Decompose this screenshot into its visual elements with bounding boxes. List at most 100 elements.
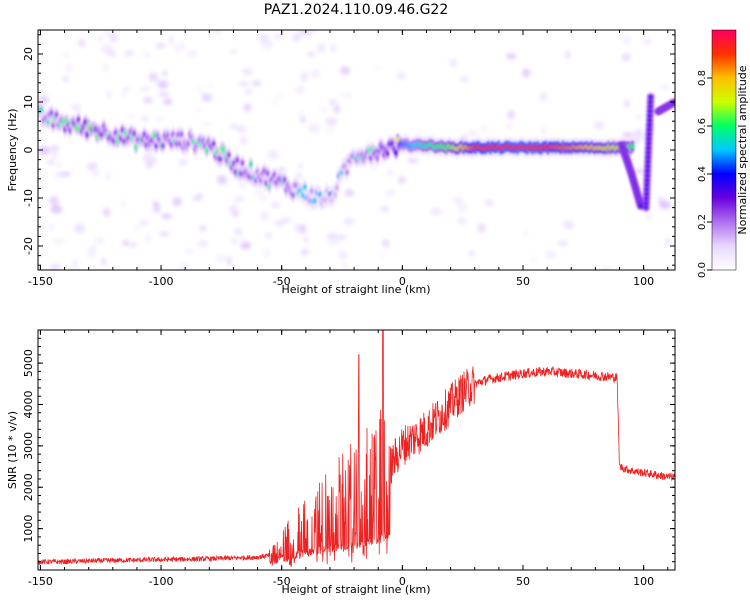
ridge-core (345, 169, 350, 176)
speckle-blob (239, 81, 249, 87)
snr-xtick-label: -50 (273, 575, 291, 588)
speckle-blob (544, 250, 557, 260)
speckle-blob (197, 240, 209, 248)
snr-series-line (38, 330, 675, 568)
spectrogram-ytick-label: 0 (22, 147, 35, 154)
speckle-blob (300, 248, 309, 256)
speckle-blob (185, 248, 196, 255)
speckle-blob (54, 172, 60, 179)
speckle-blob (240, 135, 247, 146)
speckle-blob (531, 255, 536, 264)
speckle-blob (299, 223, 306, 234)
speckle-blob (163, 98, 173, 106)
speckle-blob (373, 66, 383, 71)
ridge-core (291, 192, 296, 199)
speckle-blob (50, 150, 59, 159)
speckle-blob (467, 129, 478, 137)
speckle-blob (459, 75, 470, 83)
speckle-blob (38, 146, 50, 155)
speckle-blob (138, 219, 150, 226)
colorbar-tick-label: 0.0 (697, 262, 708, 278)
speckle-blob (379, 254, 385, 259)
speckle-blob (643, 37, 651, 46)
speckle-blob (273, 220, 285, 226)
speckle-blob (336, 92, 342, 97)
speckle-blob (62, 52, 71, 59)
speckle-blob (70, 104, 75, 110)
speckle-blob (178, 163, 184, 169)
speckle-blob (94, 236, 105, 245)
speckle-blob (306, 51, 316, 57)
snr-xtick-label: 50 (516, 575, 530, 588)
speckle-blob (254, 186, 266, 196)
speckle-blob (195, 107, 202, 113)
snr-ytick-label: 2000 (22, 473, 35, 501)
speckle-blob (449, 57, 458, 68)
speckle-blob (558, 240, 568, 247)
speckle-blob (72, 259, 78, 264)
speckle-blob (161, 213, 172, 219)
spectrogram-ytick-label: 10 (22, 95, 35, 109)
speckle-blob (295, 86, 305, 94)
ridge-core (211, 140, 216, 147)
speckle-blob (109, 32, 118, 42)
speckle-blob (522, 68, 530, 78)
speckle-blob (328, 99, 338, 106)
speckle-blob (665, 238, 671, 244)
speckle-blob (318, 106, 329, 113)
speckle-blob (624, 99, 630, 108)
speckle-blob (342, 262, 348, 270)
speckle-blob (192, 196, 198, 201)
snr-ylabel: SNR (10 * v/v) (6, 411, 19, 489)
speckle-blob (259, 193, 267, 202)
ridge-core (334, 184, 339, 191)
speckle-blob (49, 145, 60, 151)
colorbar-tick-label: 0.8 (697, 70, 708, 86)
ridge-core (218, 156, 223, 163)
speckle-blob (144, 233, 152, 244)
speckle-blob (139, 86, 151, 92)
speckle-blob (38, 174, 46, 182)
speckle-blob (240, 241, 251, 250)
ridge-core (49, 109, 54, 116)
speckle-blob (299, 72, 309, 82)
snr-panel: -150 -100 -50 0 50 100 1000 2000 3000 4000 5000 He… (6, 329, 676, 596)
ridge-core (394, 149, 399, 156)
speckle-blob (277, 91, 283, 101)
branch-core (638, 204, 643, 209)
speckle-blob (162, 69, 168, 77)
speckle-blob (243, 103, 252, 112)
speckle-blob (186, 49, 199, 58)
speckle-blob (251, 80, 262, 87)
speckle-blob (484, 199, 494, 207)
speckle-blob (260, 211, 270, 221)
speckle-blob (120, 199, 126, 209)
speckle-blob (146, 160, 153, 170)
speckle-blob (343, 217, 355, 226)
speckle-blob (178, 262, 190, 270)
snr-xtick-label: -150 (28, 575, 53, 588)
speckle-blob (505, 53, 517, 60)
speckle-blob (601, 267, 610, 270)
speckle-blob (122, 240, 129, 246)
spectrogram-ytick-label: 20 (22, 47, 35, 61)
ridge-core (235, 157, 240, 164)
speckle-blob (622, 35, 632, 45)
snr-xtick-label: 100 (633, 575, 654, 588)
speckle-blob (307, 30, 318, 35)
speckle-blob (244, 88, 253, 95)
speckle-blob (239, 181, 246, 188)
speckle-blob (522, 229, 529, 237)
spectrogram-ytick-label: -20 (22, 237, 35, 255)
snr-frame (37, 329, 676, 571)
snr-ytick-label: 5000 (22, 349, 35, 377)
speckle-blob (325, 117, 338, 126)
speckle-blob (456, 217, 468, 225)
ridge-core (132, 130, 137, 137)
speckle-blob (280, 217, 292, 223)
speckle-blob (635, 168, 645, 174)
speckle-blob (659, 200, 671, 210)
speckle-blob (303, 235, 309, 244)
